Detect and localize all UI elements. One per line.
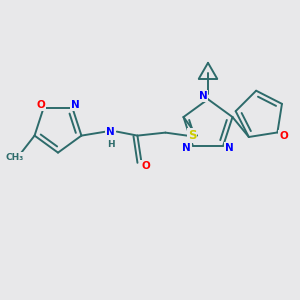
Text: N: N <box>225 143 233 153</box>
Text: O: O <box>141 161 150 171</box>
Text: O: O <box>279 131 288 142</box>
Text: H: H <box>107 140 115 149</box>
Text: CH₃: CH₃ <box>5 153 24 162</box>
Text: N: N <box>106 127 115 136</box>
Text: S: S <box>188 129 196 142</box>
Text: N: N <box>182 143 191 153</box>
Text: N: N <box>71 100 80 110</box>
Text: O: O <box>36 100 45 110</box>
Text: N: N <box>199 91 207 101</box>
